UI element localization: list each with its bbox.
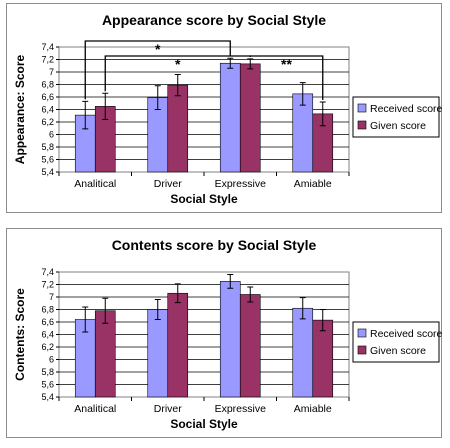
legend-entry: Given score [370,120,426,132]
significance-bracket [249,55,324,100]
y-tick-label: 7 [49,67,54,77]
y-tick-label: 6 [49,355,54,365]
y-axis-title: Contents: Score [13,288,27,381]
significance-bracket [84,40,231,100]
significance-marker: ** [281,56,292,72]
y-tick-label: 6,8 [41,80,54,90]
y-tick-label: 5,8 [41,367,54,377]
x-category-label: Driver [154,403,183,415]
x-axis-title: Social Style [170,417,238,431]
x-category-label: Amiable [294,178,332,190]
contents-chart-panel: Contents score by Social Style 5,4 5,6 5,8 6… [6,228,443,438]
y-tick-label: 7,4 [41,267,54,277]
legend-entry: Received score [370,103,443,115]
y-tick-label: 6,8 [41,305,54,315]
y-tick-label: 6,6 [41,317,54,327]
legend-entry: Given score [370,345,426,357]
y-tick-label: 6 [49,130,54,140]
significance-marker: * [175,56,181,72]
y-tick-label: 6,4 [41,330,54,340]
y-tick-label: 7,4 [41,42,54,52]
y-tick-label: 5,8 [41,142,54,152]
bar-given-score [239,294,261,398]
y-tick-label: 6,6 [41,92,54,102]
x-category-label: Expressive [215,178,267,190]
bar-given-score [167,84,189,173]
x-axis-title: Social Style [170,192,238,206]
bar-given-score [312,319,334,398]
legend-entry: Received score [370,328,443,340]
y-tick-label: 5,6 [41,155,54,165]
y-tick-label: 7,2 [41,280,54,290]
legend-swatch [357,328,367,338]
chart-svg: Appearance score by Social Style 5,4 5,6 5,… [13,12,443,206]
y-tick-label: 6,4 [41,105,54,115]
y-tick-label: 6,2 [41,342,54,352]
legend-swatch [357,103,367,113]
x-category-label: Amiable [294,403,332,415]
x-category-label: Analitical [74,403,116,415]
y-tick-label: 5,6 [41,380,54,390]
legend-box [352,321,440,363]
legend-box [352,96,440,138]
bar-given-score [167,292,189,398]
y-tick-label: 7 [49,292,54,302]
y-axis-title: Appearance: Score [13,54,27,164]
legend-swatch [357,345,367,355]
bar-given-score [239,63,261,173]
y-tick-label: 7,2 [41,55,54,65]
x-category-label: Expressive [215,403,267,415]
appearance-chart-panel: Appearance score by Social Style 5,4 5,6 5,… [6,3,443,213]
significance-marker: * [155,41,161,57]
bar-received-score [292,307,314,398]
bar-received-score [219,62,241,173]
bar-received-score [219,281,241,398]
chart-svg: Contents score by Social Style 5,4 5,6 5,8 6… [13,237,443,431]
chart-title: Appearance score by Social Style [102,12,326,28]
y-tick-label: 5,4 [41,392,54,402]
y-tick-label: 5,4 [41,167,54,177]
chart-title: Contents score by Social Style [112,237,317,253]
legend-swatch [357,120,367,130]
x-category-label: Analitical [74,178,116,190]
x-category-label: Driver [154,178,183,190]
y-tick-label: 6,2 [41,117,54,127]
bar-received-score [147,309,169,398]
